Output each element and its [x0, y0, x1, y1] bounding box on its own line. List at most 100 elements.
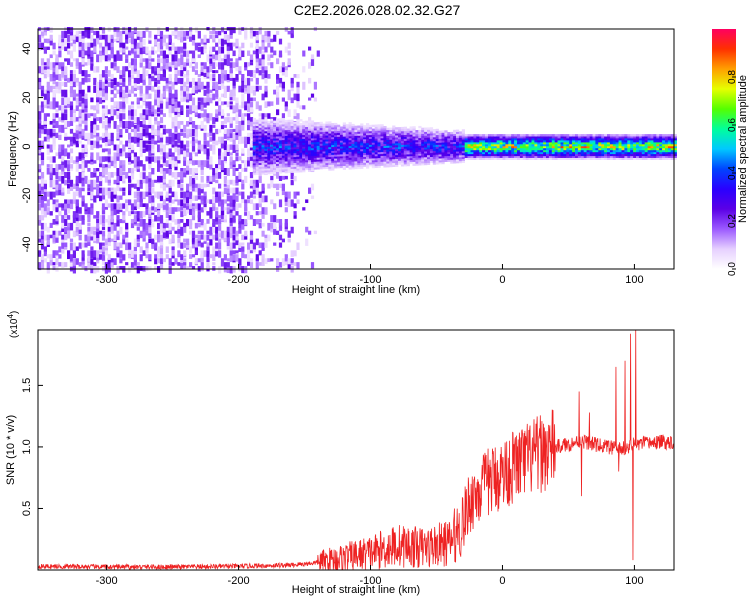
heatmap-cell — [572, 147, 576, 151]
heatmap-cell — [334, 130, 338, 134]
heatmap-cell — [61, 234, 65, 240]
heatmap-cell — [151, 46, 155, 51]
heatmap-cell — [290, 129, 294, 132]
heatmap-cell — [238, 70, 242, 75]
heatmap-cell — [136, 203, 140, 209]
heatmap-cell — [104, 128, 108, 137]
heatmap-cell — [284, 155, 288, 158]
heatmap-cell — [96, 187, 100, 196]
heatmap-cell — [249, 183, 254, 189]
heatmap-cell — [107, 226, 111, 232]
heatmap-cell — [69, 179, 74, 187]
heatmap-cell — [363, 140, 367, 144]
heatmap-cell — [235, 62, 239, 67]
heatmap-cell — [136, 211, 140, 219]
heatmap-cell — [78, 66, 82, 74]
heatmap-cell — [502, 145, 506, 149]
heatmap-cell — [287, 119, 291, 123]
heatmap-cell — [508, 155, 512, 158]
heatmap-cell — [58, 175, 62, 182]
heatmap-cell — [493, 147, 497, 151]
heatmap-cell — [557, 134, 561, 137]
heatmap-cell — [290, 258, 294, 263]
heatmap-cell — [522, 157, 526, 160]
heatmap-cell — [514, 153, 518, 157]
heatmap-cell — [267, 150, 271, 153]
heatmap-cell — [409, 134, 413, 137]
heatmap-cell — [84, 132, 88, 140]
heatmap-cell — [148, 144, 152, 151]
heatmap-cell — [278, 38, 283, 45]
heatmap-cell — [302, 81, 306, 90]
heatmap-cell — [519, 143, 524, 147]
heatmap-cell — [270, 222, 274, 229]
heatmap-cell — [186, 238, 190, 246]
heatmap-cell — [249, 54, 254, 60]
heatmap-cell — [270, 150, 274, 153]
heatmap-cell — [435, 148, 439, 151]
heatmap-cell — [395, 131, 399, 134]
heatmap-cell — [104, 54, 108, 62]
heatmap-cell — [107, 215, 111, 222]
heatmap-cell — [438, 158, 442, 161]
heatmap-cell — [345, 139, 349, 143]
heatmap-cell — [540, 149, 544, 153]
heatmap-cell — [55, 238, 59, 243]
heatmap-cell — [302, 162, 306, 165]
heatmap-cell — [389, 149, 393, 152]
heatmap-cell — [252, 195, 256, 199]
heatmap-cell — [101, 258, 106, 265]
heatmap-cell — [229, 242, 233, 248]
heatmap-cell — [162, 183, 166, 189]
heatmap-cell — [99, 230, 103, 235]
heatmap-cell — [119, 132, 123, 138]
heatmap-cell — [366, 160, 370, 163]
heatmap-cell — [139, 42, 143, 48]
heatmap-cell — [93, 226, 97, 231]
heatmap-cell — [310, 136, 315, 139]
heatmap-cell — [325, 135, 329, 138]
heatmap-cell — [232, 199, 236, 207]
heatmap-cell — [319, 127, 323, 131]
heatmap-cell — [226, 50, 230, 55]
heatmap-cell — [52, 121, 56, 126]
heatmap-cell — [276, 30, 280, 35]
heatmap-cell — [322, 160, 326, 164]
heatmap-cell — [258, 66, 262, 70]
heatmap-cell — [119, 160, 123, 166]
heatmap-cell — [488, 155, 492, 158]
heatmap-cell — [218, 238, 222, 243]
heatmap-cell — [133, 81, 137, 88]
heatmap-cell — [409, 132, 413, 135]
heatmap-cell — [287, 168, 291, 172]
heatmap-cell — [72, 58, 76, 62]
heatmap-cell — [418, 149, 422, 152]
heatmap-cell — [189, 246, 193, 254]
heatmap-cell — [517, 145, 521, 149]
heatmap-cell — [220, 191, 225, 197]
heatmap-cell — [305, 130, 309, 133]
heatmap-cell — [421, 143, 425, 146]
heatmap-cell — [235, 254, 239, 262]
heatmap-cell — [395, 148, 399, 152]
heatmap-cell — [180, 219, 184, 223]
heatmap-cell — [450, 157, 454, 160]
heatmap-cell — [296, 146, 300, 150]
heatmap-cell — [101, 222, 106, 227]
heatmap-cell — [189, 266, 193, 270]
heatmap-cell — [406, 146, 410, 149]
heatmap-cell — [75, 132, 79, 139]
heatmap-cell — [136, 101, 140, 105]
heatmap-cell — [46, 113, 50, 117]
heatmap-cell — [249, 30, 254, 39]
heatmap-cell — [61, 113, 65, 121]
heatmap-cell — [64, 226, 68, 233]
heatmap-cell — [87, 46, 91, 55]
heatmap-cell — [313, 124, 317, 127]
heatmap-cell — [276, 74, 280, 80]
heatmap-cell — [145, 230, 149, 236]
heatmap-cell — [337, 154, 341, 157]
heatmap-cell — [220, 203, 225, 211]
heatmap-cell — [435, 132, 439, 136]
heatmap-cell — [87, 222, 91, 227]
